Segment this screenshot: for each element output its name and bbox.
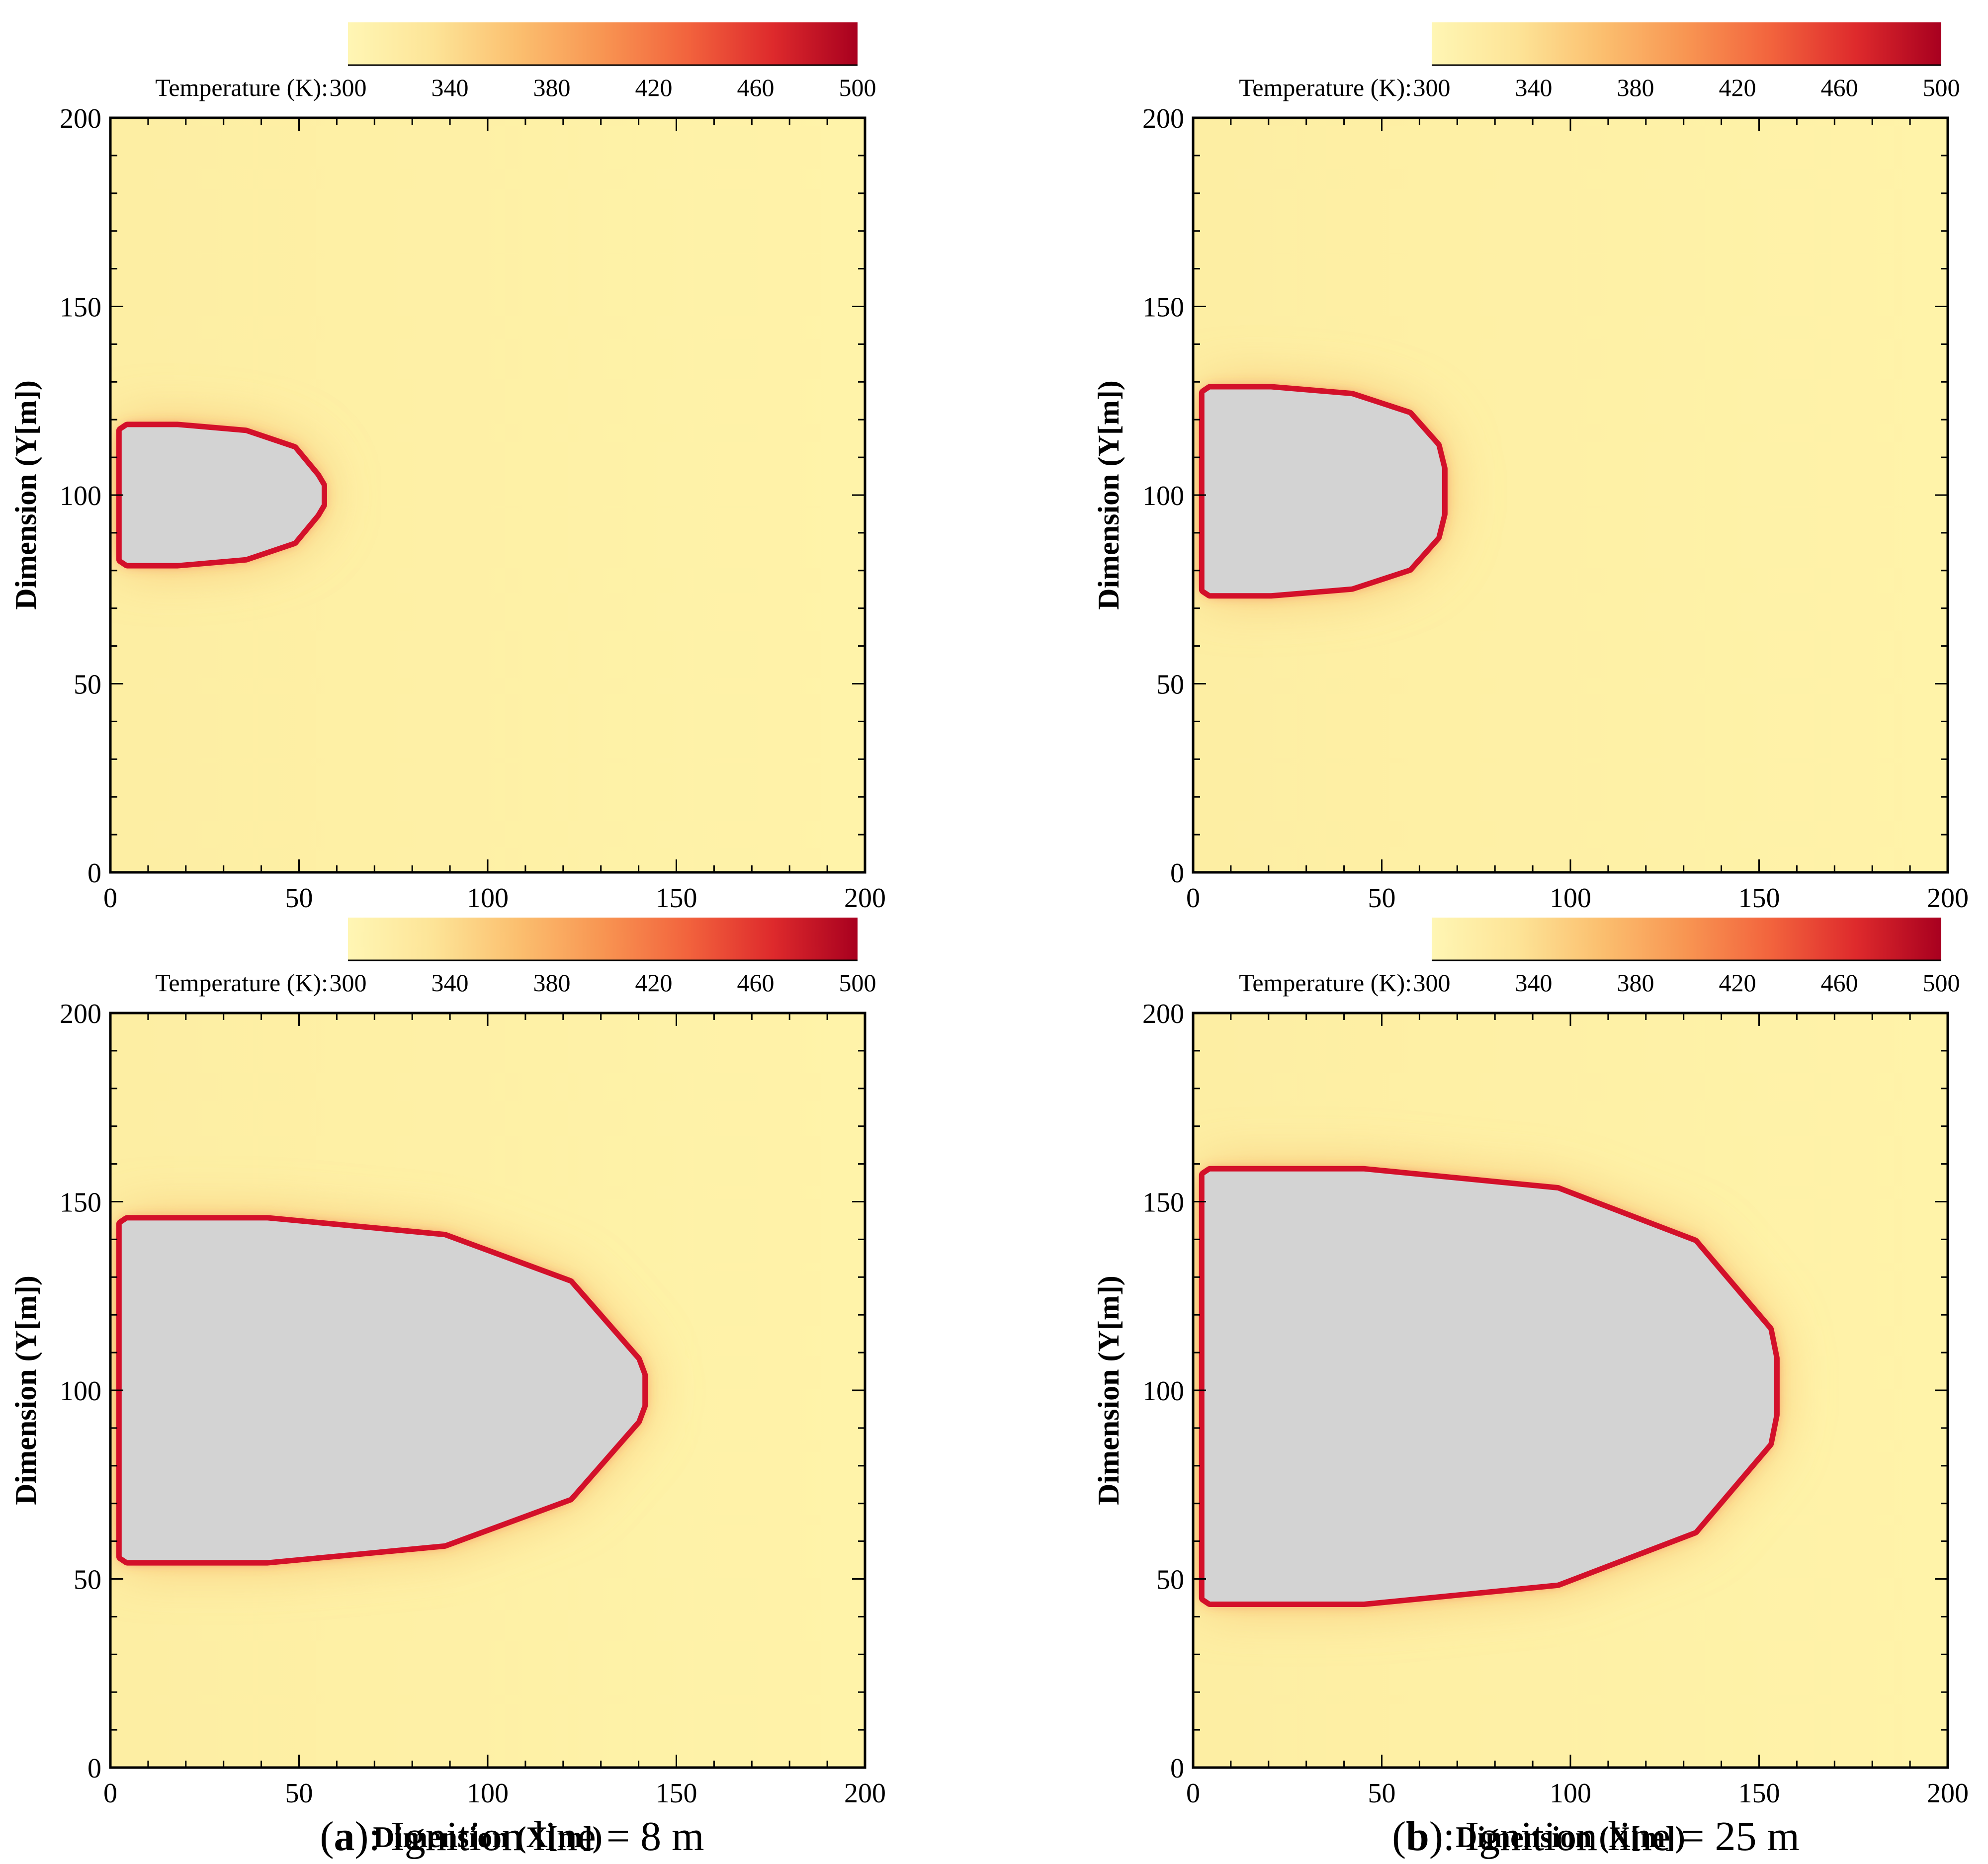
colorbar bbox=[348, 918, 858, 960]
caption-b: (b): Ignition line = 25 m bbox=[1392, 1813, 1800, 1860]
x-tick-label: 150 bbox=[1738, 1778, 1780, 1809]
y-tick-label: 0 bbox=[1170, 858, 1184, 889]
colorbar-tick-label: 500 bbox=[1923, 74, 1960, 101]
y-tick-label: 150 bbox=[1142, 292, 1184, 323]
y-tick-label: 200 bbox=[1142, 103, 1184, 134]
colorbar-label: Temperature (K): bbox=[1239, 969, 1412, 997]
colorbar-label: Temperature (K): bbox=[155, 969, 328, 997]
x-tick-label: 200 bbox=[844, 883, 886, 914]
x-tick-label: 100 bbox=[1550, 1778, 1591, 1809]
burned-region bbox=[121, 427, 322, 563]
x-axis-title: Dimension (X[m]) bbox=[1456, 1821, 1685, 1854]
colorbar-tick-label: 380 bbox=[533, 74, 571, 101]
caption-b-letter: b bbox=[1406, 1813, 1429, 1860]
x-tick-label: 100 bbox=[467, 883, 509, 914]
x-tick-label: 50 bbox=[285, 1778, 313, 1809]
colorbar-tick-label: 300 bbox=[330, 969, 367, 997]
y-axis-title: Dimension (Y[m]) bbox=[9, 1275, 42, 1505]
x-tick-label: 150 bbox=[656, 1778, 697, 1809]
x-tick-label: 0 bbox=[103, 1778, 117, 1809]
colorbar-tick-label: 340 bbox=[1515, 969, 1553, 997]
colorbar-tick-label: 420 bbox=[635, 969, 673, 997]
y-tick-label: 200 bbox=[60, 999, 101, 1029]
y-tick-label: 150 bbox=[1142, 1187, 1184, 1218]
colorbar-tick-label: 500 bbox=[1923, 969, 1960, 997]
plot-area bbox=[1193, 1013, 1948, 1768]
colorbar-tick-label: 460 bbox=[1821, 969, 1858, 997]
x-tick-label: 50 bbox=[1368, 1778, 1396, 1809]
y-tick-label: 150 bbox=[60, 292, 101, 323]
plot-area bbox=[110, 118, 865, 872]
y-tick-label: 100 bbox=[60, 481, 101, 511]
colorbar-tick-label: 300 bbox=[1413, 969, 1451, 997]
x-tick-label: 200 bbox=[1927, 883, 1969, 914]
x-tick-label: 50 bbox=[285, 883, 313, 914]
colorbar-tick-label: 300 bbox=[1413, 74, 1451, 101]
y-tick-label: 150 bbox=[60, 1187, 101, 1218]
y-tick-label: 50 bbox=[74, 1565, 101, 1596]
plot-area bbox=[1193, 118, 1948, 872]
caption-a-letter: a bbox=[334, 1813, 355, 1860]
burned-region bbox=[121, 1220, 643, 1560]
caption-b-text: Ignition line = 25 m bbox=[1465, 1813, 1800, 1860]
colorbar-tick-label: 340 bbox=[1515, 74, 1553, 101]
y-tick-label: 100 bbox=[1142, 1376, 1184, 1407]
colorbar-tick-label: 420 bbox=[1719, 969, 1756, 997]
colorbar-tick-label: 340 bbox=[432, 74, 469, 101]
x-tick-label: 100 bbox=[1550, 883, 1591, 914]
colorbar-tick-label: 380 bbox=[533, 969, 571, 997]
x-tick-label: 0 bbox=[1186, 1778, 1200, 1809]
y-tick-label: 50 bbox=[74, 670, 101, 700]
colorbar-tick-label: 340 bbox=[432, 969, 469, 997]
y-axis-title: Dimension (Y[m]) bbox=[1092, 1275, 1125, 1505]
y-tick-label: 0 bbox=[87, 858, 101, 889]
y-tick-label: 50 bbox=[1156, 1565, 1184, 1596]
x-tick-label: 150 bbox=[656, 883, 697, 914]
colorbar-tick-label: 460 bbox=[737, 969, 775, 997]
y-tick-label: 0 bbox=[87, 1753, 101, 1784]
burned-region bbox=[1204, 389, 1442, 593]
x-axis-title: Dimension (X[m]) bbox=[373, 1821, 603, 1854]
y-tick-label: 200 bbox=[60, 103, 101, 134]
colorbar-tick-label: 460 bbox=[737, 74, 775, 101]
y-tick-label: 100 bbox=[60, 1376, 101, 1407]
colorbar-tick-label: 500 bbox=[839, 74, 876, 101]
colorbar-label: Temperature (K): bbox=[155, 74, 328, 101]
colorbar bbox=[1432, 918, 1941, 960]
colorbar-tick-label: 420 bbox=[635, 74, 673, 101]
y-axis-title: Dimension (Y[m]) bbox=[9, 380, 42, 610]
x-tick-label: 100 bbox=[467, 1778, 509, 1809]
colorbar bbox=[1432, 22, 1941, 65]
colorbar-tick-label: 300 bbox=[330, 74, 367, 101]
colorbar-label: Temperature (K): bbox=[1239, 74, 1412, 101]
caption-a: (a): Ignition line = 8 m bbox=[320, 1813, 704, 1860]
x-tick-label: 200 bbox=[1927, 1778, 1969, 1809]
colorbar-tick-label: 500 bbox=[839, 969, 876, 997]
y-tick-label: 200 bbox=[1142, 999, 1184, 1029]
colorbar-tick-label: 380 bbox=[1617, 74, 1654, 101]
plot-area bbox=[110, 1013, 865, 1768]
x-tick-label: 0 bbox=[1186, 883, 1200, 914]
caption-a-text: Ignition line = 8 m bbox=[390, 1813, 704, 1860]
colorbar-tick-label: 460 bbox=[1821, 74, 1858, 101]
colorbar bbox=[348, 22, 858, 65]
y-tick-label: 50 bbox=[1156, 670, 1184, 700]
x-tick-label: 50 bbox=[1368, 883, 1396, 914]
y-axis-title: Dimension (Y[m]) bbox=[1092, 380, 1125, 610]
y-tick-label: 100 bbox=[1142, 481, 1184, 511]
x-tick-label: 200 bbox=[844, 1778, 886, 1809]
x-tick-label: 150 bbox=[1738, 883, 1780, 914]
colorbar-tick-label: 420 bbox=[1719, 74, 1756, 101]
colorbar-tick-label: 380 bbox=[1617, 969, 1654, 997]
burned-region bbox=[1204, 1171, 1774, 1602]
y-tick-label: 0 bbox=[1170, 1753, 1184, 1784]
x-tick-label: 0 bbox=[103, 883, 117, 914]
